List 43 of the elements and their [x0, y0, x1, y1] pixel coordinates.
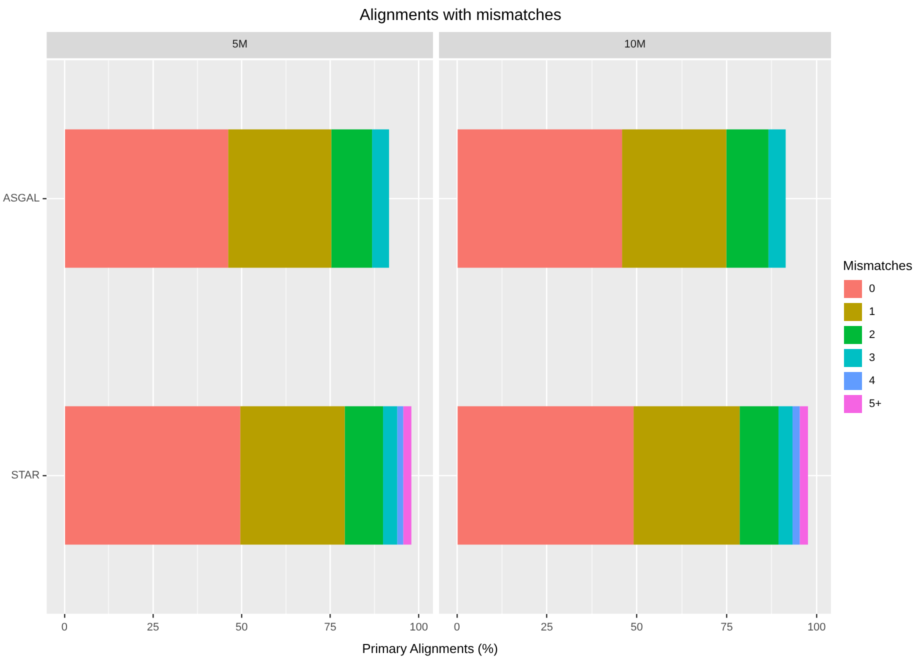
x-tick-label: 50: [630, 621, 643, 634]
bar: [740, 406, 778, 545]
x-tick-label: 25: [146, 621, 160, 634]
x-tick-label: 0: [454, 621, 460, 634]
bar: [792, 406, 800, 545]
bar: [622, 129, 726, 268]
bar: [768, 129, 786, 268]
bar: [403, 406, 412, 545]
legend-label: 5+: [869, 398, 882, 410]
legend-label: 3: [869, 352, 876, 364]
bar: [344, 406, 384, 545]
bar: [372, 129, 390, 268]
bar: [800, 406, 808, 545]
y-tick-label: ASGAL: [2, 192, 40, 205]
x-tick-label: 25: [540, 621, 554, 634]
bar: [634, 406, 740, 545]
x-tick-label: 100: [807, 621, 826, 634]
x-tick-label: 0: [61, 621, 68, 634]
legend-label: 0: [869, 282, 876, 294]
x-tick-label: 75: [324, 621, 336, 634]
chart-subtitle: 5M: [232, 38, 248, 51]
x-tick-label: 50: [235, 621, 248, 634]
bar: [228, 129, 332, 268]
x-tick-label: 75: [720, 621, 733, 634]
bar: [383, 406, 398, 545]
bar: [65, 406, 240, 545]
y-tick-label: STAR: [11, 469, 40, 482]
chart-subtitle: 10M: [624, 38, 646, 51]
bar: [397, 406, 404, 545]
bar: [458, 129, 622, 268]
legend-title: Mismatches: [843, 258, 914, 273]
x-axis-title: Primary Alignments (%): [361, 641, 499, 656]
bar: [240, 406, 345, 545]
bar: [458, 406, 634, 545]
legend-label: 4: [869, 374, 876, 386]
bar: [726, 129, 768, 268]
bar: [331, 129, 372, 268]
bar: [65, 129, 228, 268]
bar: [778, 406, 793, 545]
x-tick-label: 100: [410, 621, 428, 634]
legend-label: 1: [869, 306, 876, 318]
legend-label: 2: [869, 328, 876, 340]
chart-title: Alignments with mismatches: [358, 6, 562, 26]
